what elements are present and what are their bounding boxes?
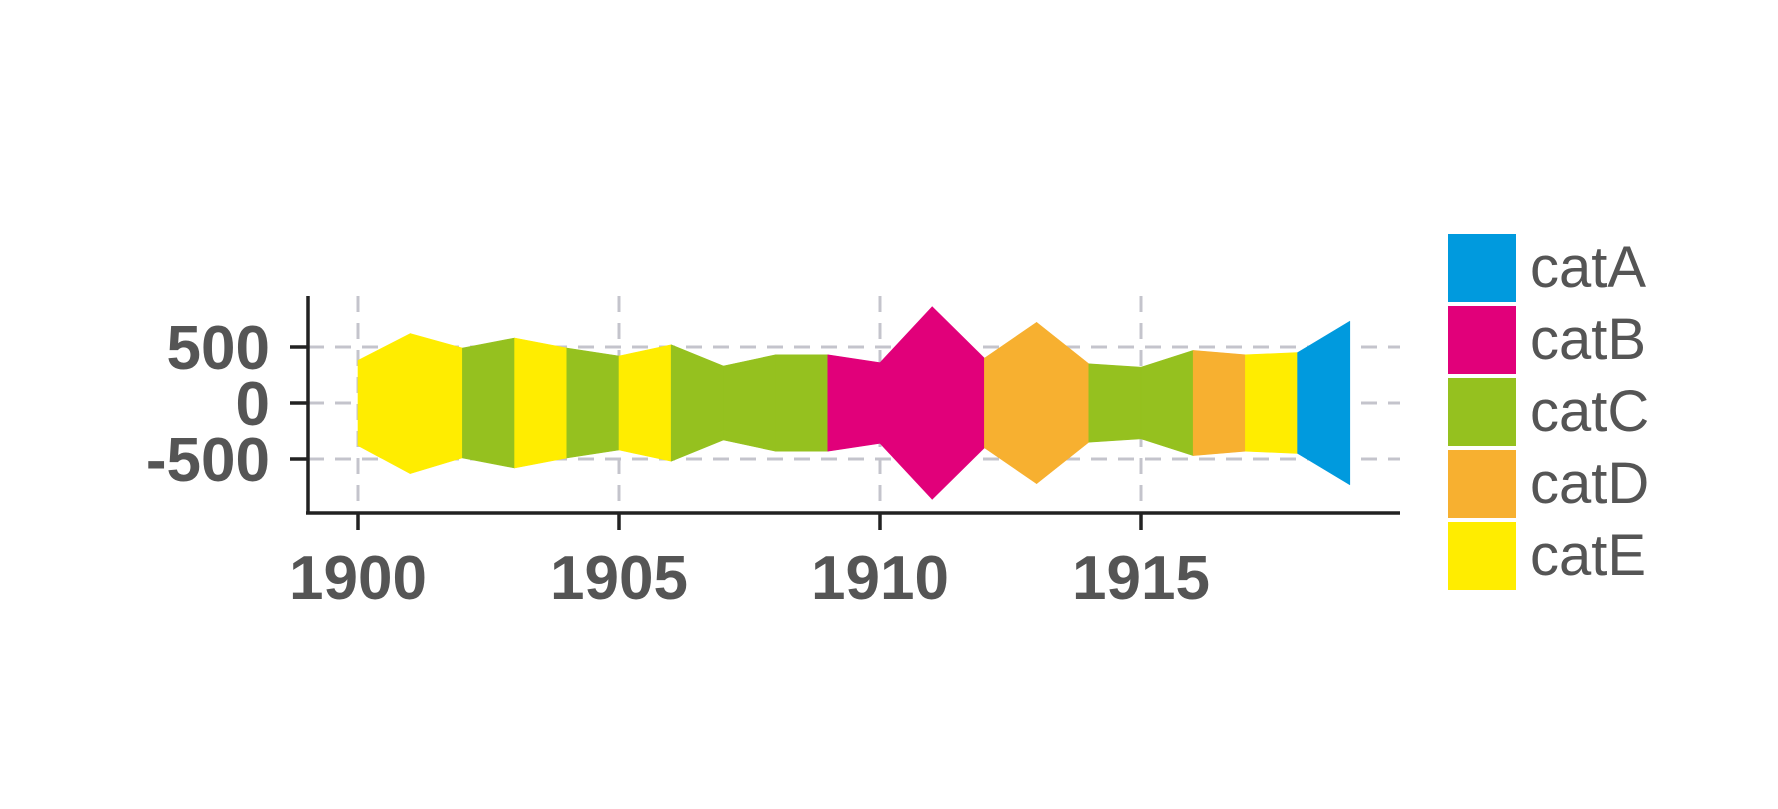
x-tick-label: 1905 xyxy=(550,544,688,613)
area-segment-catC xyxy=(462,337,515,469)
area-segment-catD xyxy=(1036,322,1090,484)
legend-swatch-catA xyxy=(1448,234,1516,302)
y-tick-label: 500 xyxy=(167,314,270,383)
area-segment-catA xyxy=(1297,320,1351,486)
area-segment-catE xyxy=(618,344,672,462)
x-axis-ticks: 1900 1905 1910 1915 xyxy=(289,513,1210,613)
legend-label-catD: catD xyxy=(1530,451,1649,516)
x-tick-label: 1910 xyxy=(811,544,949,613)
legend-swatch-catB xyxy=(1448,306,1516,374)
legend-swatch-catE xyxy=(1448,522,1516,590)
area-segment-catB xyxy=(931,306,985,500)
area-segment-catE xyxy=(409,333,463,474)
area-segment-catE xyxy=(357,333,411,474)
streamgraph-area xyxy=(357,306,1351,500)
area-segment-catC xyxy=(670,344,724,462)
legend-label-catA: catA xyxy=(1530,235,1646,300)
y-tick-label: 0 xyxy=(236,370,270,439)
area-segment-catC xyxy=(1140,350,1194,456)
area-segment-catD xyxy=(1192,350,1246,456)
y-tick-label: -500 xyxy=(146,426,270,495)
area-segment-catC xyxy=(775,354,829,452)
area-segment-catC xyxy=(1088,363,1142,443)
area-segment-catE xyxy=(514,337,568,469)
legend-label-catE: catE xyxy=(1530,523,1646,588)
legend-swatch-catC xyxy=(1448,378,1516,446)
legend-label-catB: catB xyxy=(1530,307,1646,372)
legend-swatch-catD xyxy=(1448,450,1516,518)
area-segment-catC xyxy=(566,347,620,459)
x-tick-label: 1915 xyxy=(1072,544,1210,613)
area-segment-catE xyxy=(1245,352,1298,454)
legend-label-catC: catC xyxy=(1530,379,1649,444)
area-segment-catB xyxy=(827,354,881,452)
legend: catA catB catC catD catE xyxy=(1448,234,1649,590)
area-segment-catB xyxy=(879,306,933,500)
x-tick-label: 1900 xyxy=(289,544,427,613)
area-segment-catC xyxy=(723,354,776,452)
